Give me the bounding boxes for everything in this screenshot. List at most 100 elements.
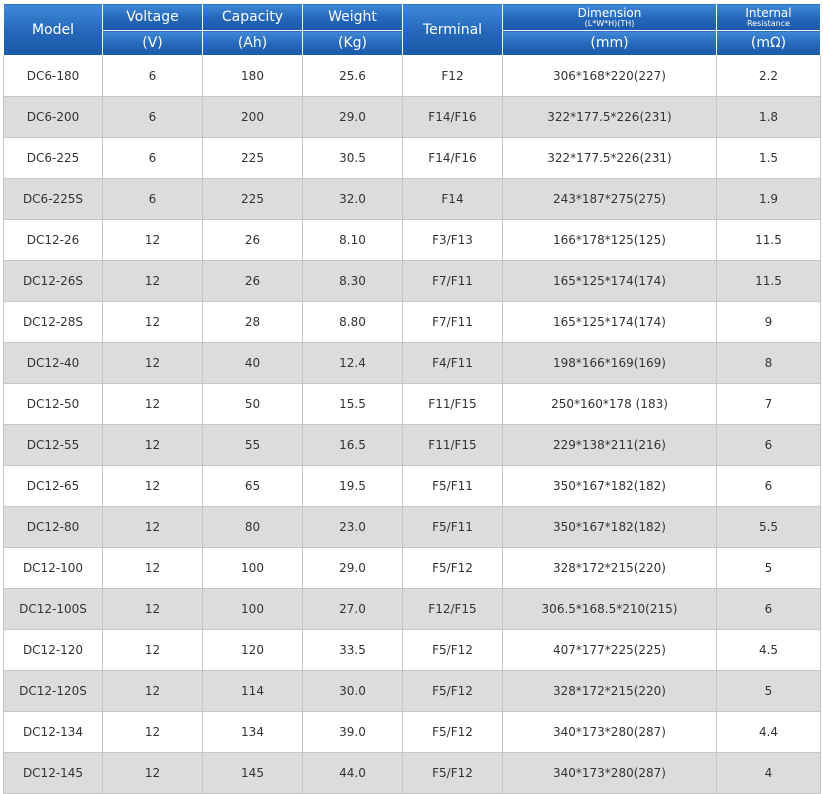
table-row: DC12-65 12 65 19.5 F5/F11 350*167*182(182) 6 — [3, 465, 821, 507]
cell-dimension: 306.5*168.5*210(215) — [502, 588, 717, 630]
cell-capacity: 100 — [202, 547, 303, 589]
header-weight: Weight — [302, 3, 403, 31]
cell-model: DC6-180 — [3, 55, 103, 97]
cell-terminal: F5/F12 — [402, 752, 503, 794]
header-capacity-unit: (Ah) — [202, 30, 303, 56]
cell-model: DC12-120 — [3, 629, 103, 671]
cell-capacity: 26 — [202, 219, 303, 261]
cell-resistance: 5.5 — [716, 506, 821, 548]
cell-dimension: 350*167*182(182) — [502, 506, 717, 548]
cell-terminal: F7/F11 — [402, 260, 503, 302]
cell-voltage: 6 — [102, 55, 203, 97]
cell-resistance: 9 — [716, 301, 821, 343]
cell-weight: 12.4 — [302, 342, 403, 384]
cell-model: DC6-225S — [3, 178, 103, 220]
cell-weight: 30.5 — [302, 137, 403, 179]
header-terminal: Terminal — [402, 3, 503, 56]
cell-model: DC12-120S — [3, 670, 103, 712]
table-row: DC12-26 12 26 8.10 F3/F13 166*178*125(125) 11.… — [3, 219, 821, 261]
cell-capacity: 80 — [202, 506, 303, 548]
cell-capacity: 225 — [202, 178, 303, 220]
cell-terminal: F14/F16 — [402, 137, 503, 179]
cell-terminal: F14/F16 — [402, 96, 503, 138]
cell-model: DC12-145 — [3, 752, 103, 794]
cell-terminal: F5/F12 — [402, 547, 503, 589]
cell-resistance: 6 — [716, 465, 821, 507]
cell-voltage: 12 — [102, 711, 203, 753]
cell-model: DC6-225 — [3, 137, 103, 179]
cell-weight: 15.5 — [302, 383, 403, 425]
cell-terminal: F4/F11 — [402, 342, 503, 384]
cell-model: DC12-100 — [3, 547, 103, 589]
cell-resistance: 5 — [716, 670, 821, 712]
table-row: DC12-28S 12 28 8.80 F7/F11 165*125*174(174) 9 — [3, 301, 821, 343]
cell-voltage: 12 — [102, 219, 203, 261]
cell-dimension: 407*177*225(225) — [502, 629, 717, 671]
cell-terminal: F5/F11 — [402, 506, 503, 548]
cell-weight: 23.0 — [302, 506, 403, 548]
cell-resistance: 4 — [716, 752, 821, 794]
cell-terminal: F5/F12 — [402, 670, 503, 712]
table-row: DC12-40 12 40 12.4 F4/F11 198*166*169(169) 8 — [3, 342, 821, 384]
cell-dimension: 328*172*215(220) — [502, 547, 717, 589]
cell-voltage: 12 — [102, 588, 203, 630]
cell-resistance: 11.5 — [716, 260, 821, 302]
cell-resistance: 2.2 — [716, 55, 821, 97]
header-dimension-unit: (mm) — [502, 30, 717, 56]
cell-terminal: F7/F11 — [402, 301, 503, 343]
cell-resistance: 4.4 — [716, 711, 821, 753]
header-voltage: Voltage — [102, 3, 203, 31]
cell-resistance: 8 — [716, 342, 821, 384]
cell-resistance: 5 — [716, 547, 821, 589]
cell-dimension: 250*160*178 (183) — [502, 383, 717, 425]
cell-dimension: 243*187*275(275) — [502, 178, 717, 220]
cell-capacity: 55 — [202, 424, 303, 466]
cell-dimension: 322*177.5*226(231) — [502, 96, 717, 138]
cell-terminal: F5/F12 — [402, 711, 503, 753]
cell-voltage: 12 — [102, 383, 203, 425]
cell-resistance: 11.5 — [716, 219, 821, 261]
cell-weight: 25.6 — [302, 55, 403, 97]
cell-capacity: 145 — [202, 752, 303, 794]
cell-voltage: 12 — [102, 342, 203, 384]
header-model: Model — [3, 3, 103, 56]
cell-voltage: 6 — [102, 96, 203, 138]
cell-resistance: 4.5 — [716, 629, 821, 671]
cell-dimension: 340*173*280(287) — [502, 711, 717, 753]
cell-model: DC6-200 — [3, 96, 103, 138]
cell-capacity: 134 — [202, 711, 303, 753]
table-row: DC12-80 12 80 23.0 F5/F11 350*167*182(182) 5.5 — [3, 506, 821, 548]
cell-voltage: 12 — [102, 670, 203, 712]
cell-dimension: 198*166*169(169) — [502, 342, 717, 384]
cell-model: DC12-100S — [3, 588, 103, 630]
header-dimension: Dimension (L*W*H)(TH) — [502, 3, 717, 31]
header-capacity: Capacity — [202, 3, 303, 31]
cell-terminal: F11/F15 — [402, 383, 503, 425]
cell-capacity: 225 — [202, 137, 303, 179]
cell-voltage: 12 — [102, 752, 203, 794]
header-row-top: Model Voltage Capacity Weight Terminal D… — [3, 3, 821, 56]
table-row: DC12-100 12 100 29.0 F5/F12 328*172*215(220) 5 — [3, 547, 821, 589]
cell-weight: 30.0 — [302, 670, 403, 712]
cell-voltage: 12 — [102, 465, 203, 507]
cell-capacity: 65 — [202, 465, 303, 507]
cell-capacity: 50 — [202, 383, 303, 425]
cell-voltage: 6 — [102, 137, 203, 179]
cell-weight: 19.5 — [302, 465, 403, 507]
header-dimension-title: Dimension — [577, 5, 642, 20]
table-row: DC12-120 12 120 33.5 F5/F12 407*177*225(225) 4… — [3, 629, 821, 671]
cell-resistance: 6 — [716, 588, 821, 630]
table-header: Model Voltage Capacity Weight Terminal D… — [3, 3, 821, 56]
table-body: DC6-180 6 180 25.6 F12 306*168*220(227) 2.2 DC6… — [3, 55, 821, 794]
cell-weight: 44.0 — [302, 752, 403, 794]
table-row: DC6-180 6 180 25.6 F12 306*168*220(227) 2.2 — [3, 55, 821, 97]
cell-voltage: 12 — [102, 506, 203, 548]
cell-voltage: 12 — [102, 301, 203, 343]
header-internal-resistance: Internal Resistance — [716, 3, 821, 31]
cell-weight: 29.0 — [302, 96, 403, 138]
cell-capacity: 100 — [202, 588, 303, 630]
cell-model: DC12-26S — [3, 260, 103, 302]
cell-voltage: 12 — [102, 260, 203, 302]
cell-weight: 39.0 — [302, 711, 403, 753]
cell-capacity: 120 — [202, 629, 303, 671]
